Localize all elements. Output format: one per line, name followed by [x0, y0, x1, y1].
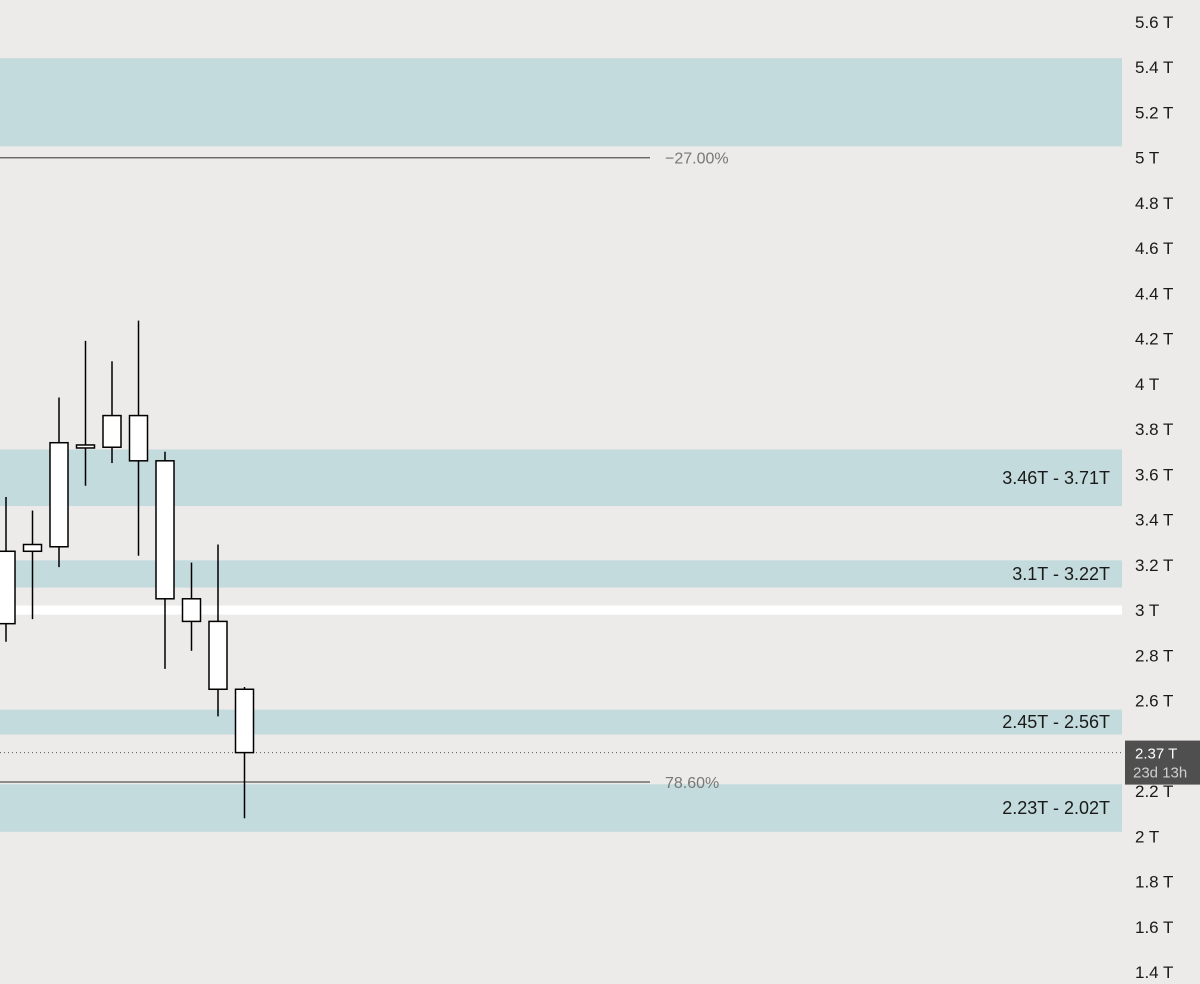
fib-label: −27.00% — [665, 151, 729, 168]
axis-tick-label: 2.6 T — [1135, 692, 1173, 711]
zone-label: 2.45T - 2.56T — [1002, 712, 1110, 732]
zone-band — [0, 58, 1122, 147]
highlight-band — [0, 605, 1122, 615]
candle-body — [181, 598, 202, 623]
support-resistance-zones: 3.46T - 3.71T 3.1T - 3.22T 2.45T - 2.56T 2.… — [0, 58, 1122, 832]
zone-label: 2.23T - 2.02T — [1002, 798, 1110, 818]
axis-tick-label: 5.6 T — [1135, 13, 1173, 32]
zone-label: 3.46T - 3.71T — [1002, 468, 1110, 488]
candle-body — [155, 460, 175, 600]
axis-tick-label: 3 T — [1135, 601, 1159, 620]
candle-body — [128, 414, 149, 462]
axis-tick-label: 1.6 T — [1135, 918, 1173, 937]
candle-body — [22, 543, 43, 553]
axis-tick-label: 3.8 T — [1135, 420, 1173, 439]
axis-tick-label: 3.4 T — [1135, 511, 1173, 530]
current-price-tag: 2.37 T 23d 13h — [1125, 740, 1200, 785]
candle-body — [75, 444, 96, 449]
zone-band — [0, 784, 1122, 832]
axis-tick-label: 4.2 T — [1135, 330, 1173, 349]
candlesticks — [0, 320, 255, 819]
candle-body — [49, 441, 69, 548]
zone-label: 3.1T - 3.22T — [1012, 564, 1110, 584]
price-tag-box — [1125, 740, 1200, 785]
fib-label: 78.60% — [665, 775, 719, 792]
axis-tick-label: 4 T — [1135, 375, 1159, 394]
axis-tick-label: 3.2 T — [1135, 556, 1173, 575]
axis-tick-label: 2.8 T — [1135, 646, 1173, 665]
axis-tick-label: 1.8 T — [1135, 873, 1173, 892]
axis-tick-label: 3.6 T — [1135, 465, 1173, 484]
axis-tick-label: 5.2 T — [1135, 103, 1173, 122]
zone-band — [0, 560, 1122, 588]
zone-band — [0, 709, 1122, 735]
axis-tick-label: 5.4 T — [1135, 58, 1173, 77]
axis-tick-label: 1.4 T — [1135, 963, 1173, 982]
price-axis[interactable]: 5.6 T 5.4 T 5.2 T 5 T 4.8 T 4.6 T 4.4 T 4.2 T 4 … — [1135, 13, 1173, 982]
axis-tick-label: 4.6 T — [1135, 239, 1173, 258]
axis-tick-label: 2.2 T — [1135, 782, 1173, 801]
axis-tick-label: 4.4 T — [1135, 284, 1173, 303]
axis-tick-label: 5 T — [1135, 149, 1159, 168]
candle-body — [0, 550, 16, 625]
candle-body — [234, 688, 255, 754]
axis-tick-label: 2 T — [1135, 827, 1159, 846]
zone-band — [0, 449, 1122, 507]
fibonacci-levels: −27.00% 78.60% — [0, 151, 729, 792]
candle-body — [208, 620, 228, 691]
price-tag-countdown: 23d 13h — [1133, 765, 1187, 782]
candle-body — [102, 414, 122, 448]
price-tag-value: 2.37 T — [1135, 746, 1177, 763]
axis-tick-label: 4.8 T — [1135, 194, 1173, 213]
